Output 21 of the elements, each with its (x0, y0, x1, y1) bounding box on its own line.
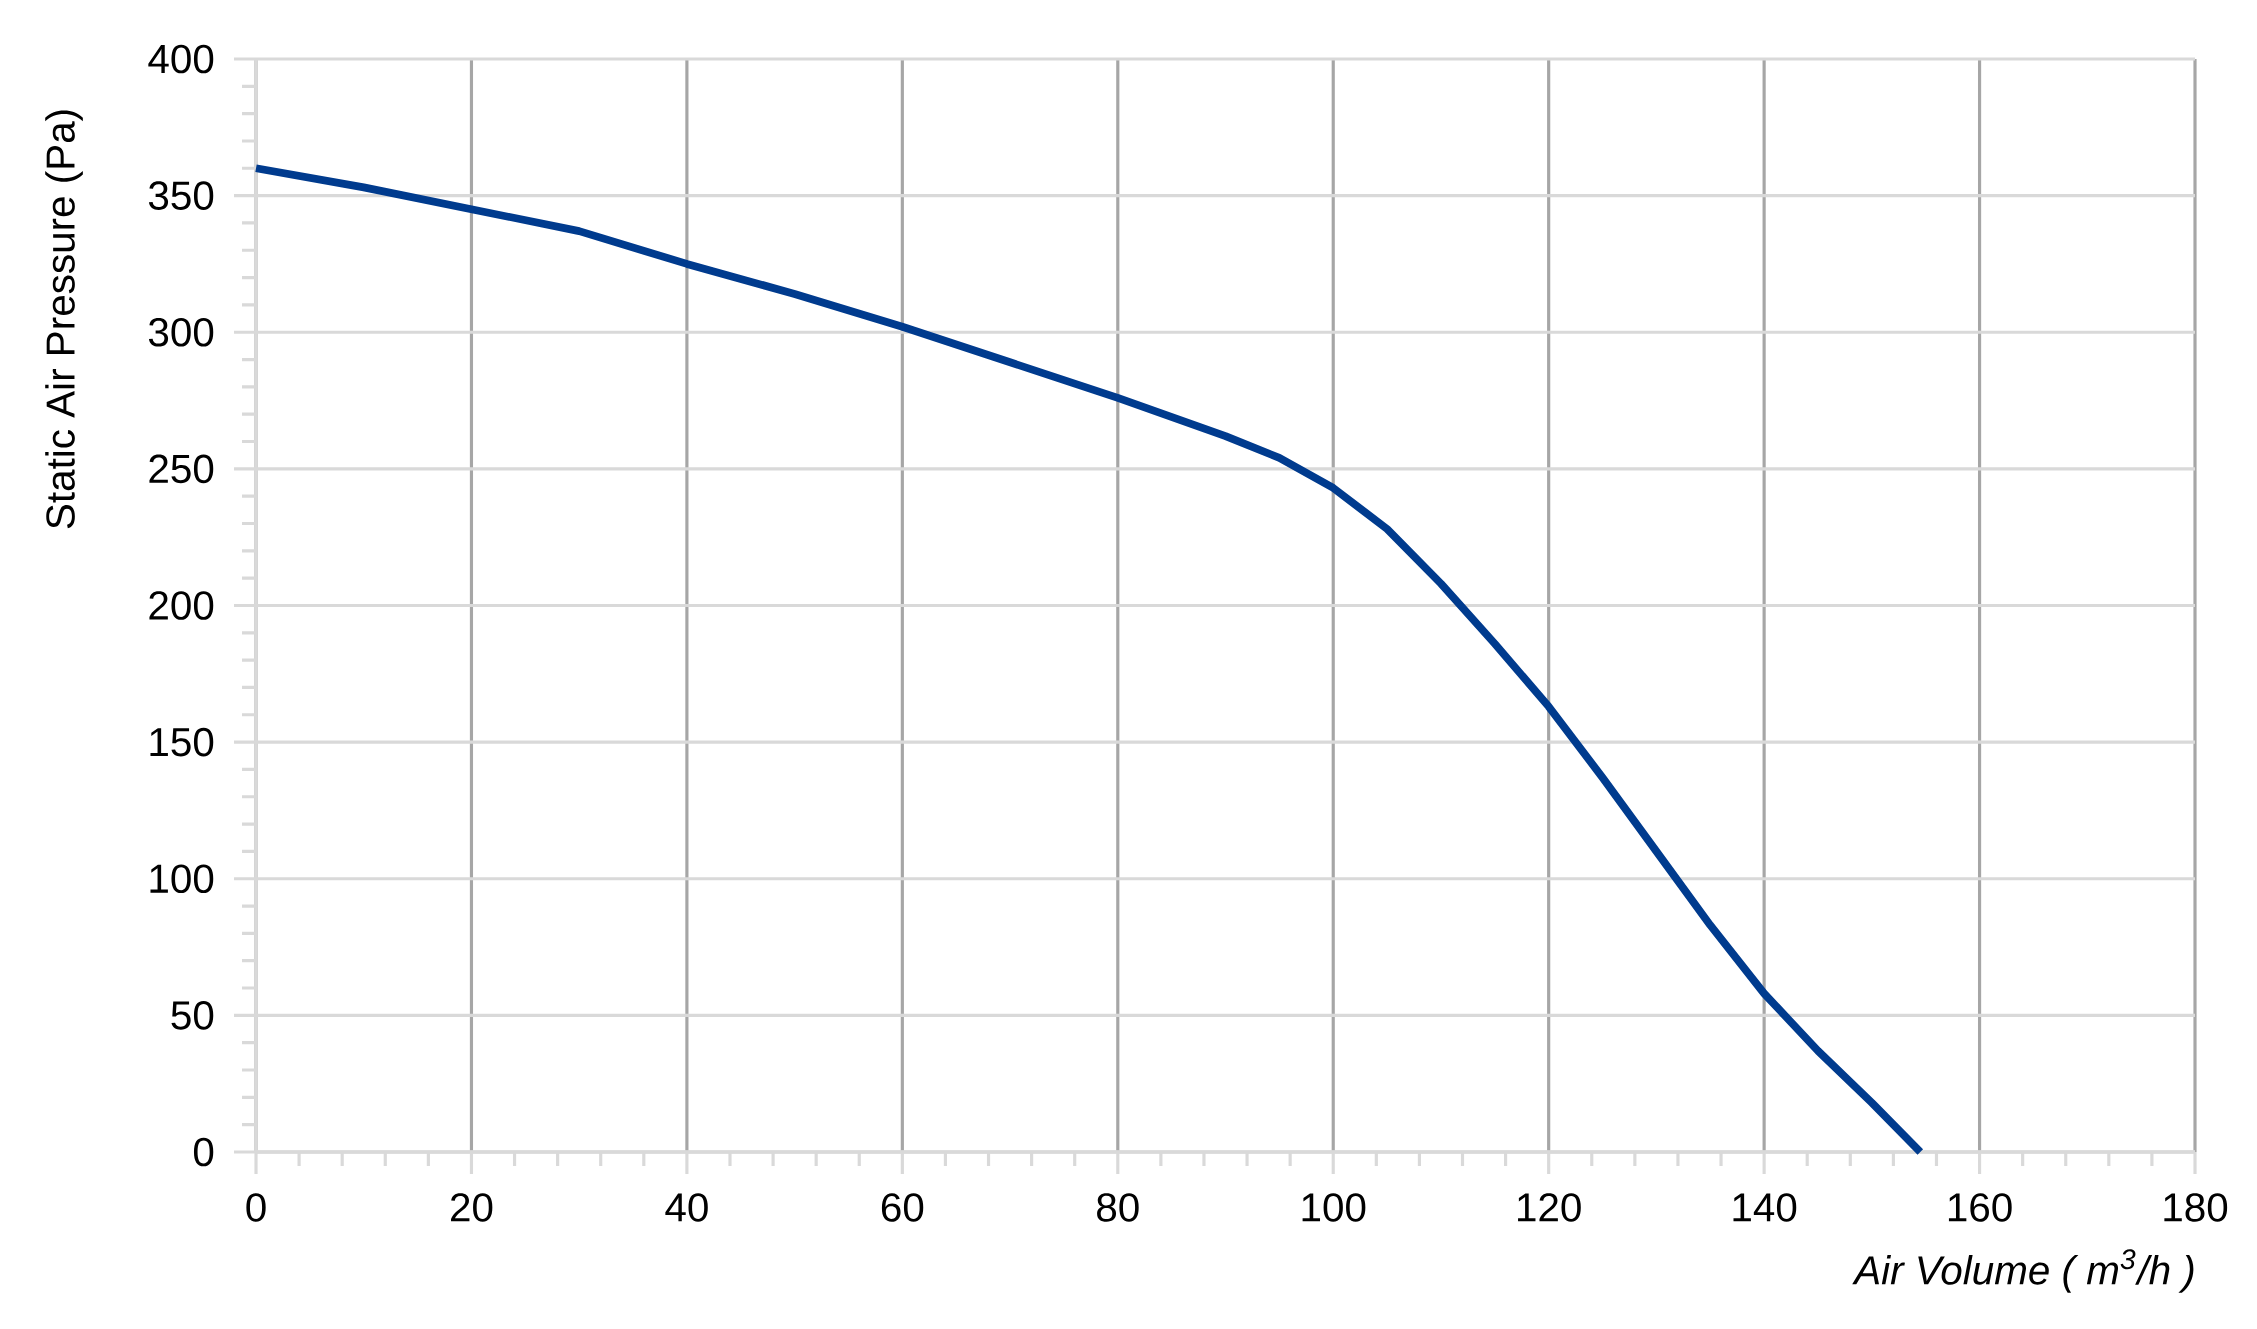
y-tick-label: 200 (149, 591, 214, 620)
x-tick-label: 40 (665, 1193, 708, 1222)
y-tick-label: 400 (148, 44, 214, 74)
x-tick-label: 120 (1518, 1193, 1581, 1222)
x-tick-label: 100 (1302, 1193, 1366, 1222)
x-tick-label: 80 (1097, 1193, 1139, 1222)
x-tick-label: 180 (2164, 1193, 2228, 1222)
text: Air Volume ( m$^{3}$/h ) (1852, 1249, 2194, 1293)
y-tick-label: 150 (150, 727, 214, 757)
y-tick-label: 350 (148, 181, 214, 210)
y-tick-label: 300 (148, 317, 214, 347)
y-tick-label: 100 (150, 864, 214, 894)
y-tick-label: 0 (193, 1137, 214, 1167)
x-tick-label: 60 (881, 1193, 924, 1222)
x-tick-label: 140 (1733, 1193, 1797, 1222)
y-axis-title: Static Air Pressure (Pa) (45, 110, 83, 529)
x-tick-label: 160 (1948, 1193, 2012, 1222)
y-tick-label: 250 (149, 454, 214, 484)
y-tick-label: 50 (171, 1001, 214, 1030)
x-tick-label: 0 (246, 1193, 266, 1222)
x-tick-label: 20 (451, 1193, 493, 1222)
